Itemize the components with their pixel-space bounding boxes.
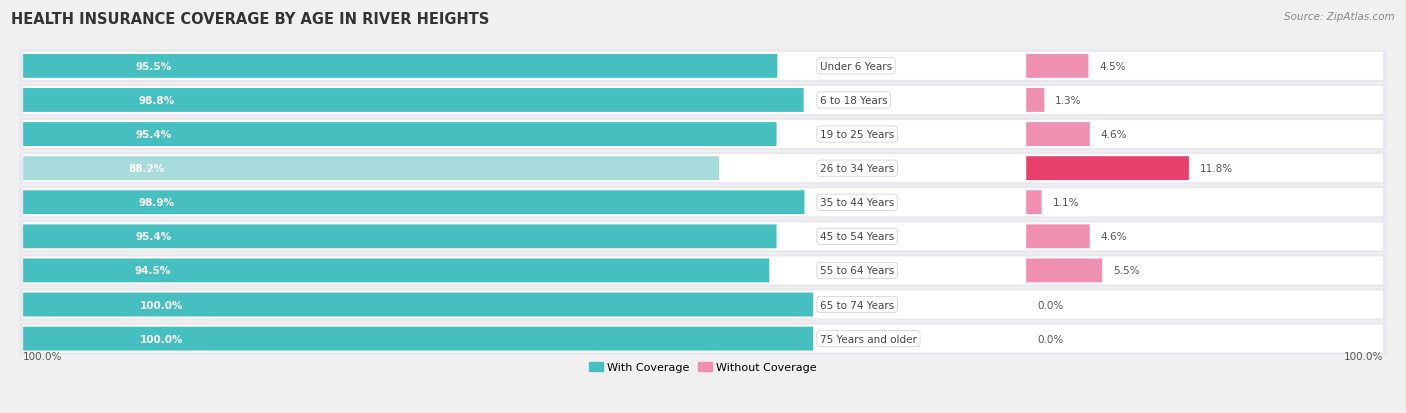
Text: 0.0%: 0.0% — [1038, 334, 1063, 344]
FancyBboxPatch shape — [22, 225, 776, 249]
FancyBboxPatch shape — [1026, 157, 1189, 180]
Text: 95.4%: 95.4% — [135, 232, 172, 242]
Text: 4.6%: 4.6% — [1101, 130, 1128, 140]
Text: 100.0%: 100.0% — [139, 300, 183, 310]
Text: 100.0%: 100.0% — [1343, 351, 1382, 361]
Text: 98.9%: 98.9% — [139, 198, 174, 208]
FancyBboxPatch shape — [22, 327, 813, 351]
FancyBboxPatch shape — [18, 119, 1388, 151]
Text: HEALTH INSURANCE COVERAGE BY AGE IN RIVER HEIGHTS: HEALTH INSURANCE COVERAGE BY AGE IN RIVE… — [11, 12, 489, 27]
Text: 45 to 54 Years: 45 to 54 Years — [820, 232, 894, 242]
FancyBboxPatch shape — [1026, 225, 1090, 249]
FancyBboxPatch shape — [22, 87, 1384, 115]
Text: Source: ZipAtlas.com: Source: ZipAtlas.com — [1284, 12, 1395, 22]
Legend: With Coverage, Without Coverage: With Coverage, Without Coverage — [585, 357, 821, 377]
FancyBboxPatch shape — [18, 50, 1388, 83]
Text: 55 to 64 Years: 55 to 64 Years — [820, 266, 894, 276]
FancyBboxPatch shape — [22, 55, 778, 78]
FancyBboxPatch shape — [18, 152, 1388, 185]
Text: 100.0%: 100.0% — [24, 351, 63, 361]
FancyBboxPatch shape — [22, 191, 804, 215]
Text: Under 6 Years: Under 6 Years — [820, 62, 891, 72]
FancyBboxPatch shape — [22, 157, 718, 180]
FancyBboxPatch shape — [1026, 55, 1088, 78]
FancyBboxPatch shape — [22, 291, 1384, 319]
FancyBboxPatch shape — [1026, 191, 1042, 215]
Text: 26 to 34 Years: 26 to 34 Years — [820, 164, 894, 174]
Text: 11.8%: 11.8% — [1199, 164, 1233, 174]
FancyBboxPatch shape — [22, 155, 1384, 183]
FancyBboxPatch shape — [1026, 89, 1045, 113]
Text: 94.5%: 94.5% — [135, 266, 170, 276]
Text: 4.6%: 4.6% — [1101, 232, 1128, 242]
FancyBboxPatch shape — [22, 189, 1384, 217]
FancyBboxPatch shape — [18, 323, 1388, 355]
FancyBboxPatch shape — [1026, 259, 1102, 282]
FancyBboxPatch shape — [18, 289, 1388, 321]
Text: 19 to 25 Years: 19 to 25 Years — [820, 130, 894, 140]
Text: 1.3%: 1.3% — [1056, 96, 1081, 106]
Text: 0.0%: 0.0% — [1038, 300, 1063, 310]
Text: 88.2%: 88.2% — [128, 164, 165, 174]
FancyBboxPatch shape — [22, 223, 1384, 251]
Text: 35 to 44 Years: 35 to 44 Years — [820, 198, 894, 208]
Text: 1.1%: 1.1% — [1053, 198, 1078, 208]
FancyBboxPatch shape — [22, 121, 1384, 149]
Text: 6 to 18 Years: 6 to 18 Years — [820, 96, 887, 106]
FancyBboxPatch shape — [22, 123, 776, 147]
Text: 5.5%: 5.5% — [1114, 266, 1139, 276]
FancyBboxPatch shape — [22, 257, 1384, 285]
FancyBboxPatch shape — [18, 254, 1388, 287]
FancyBboxPatch shape — [22, 293, 813, 317]
FancyBboxPatch shape — [1026, 123, 1090, 147]
FancyBboxPatch shape — [18, 85, 1388, 117]
FancyBboxPatch shape — [18, 221, 1388, 253]
Text: 100.0%: 100.0% — [139, 334, 183, 344]
Text: 95.5%: 95.5% — [135, 62, 172, 72]
Text: 65 to 74 Years: 65 to 74 Years — [820, 300, 894, 310]
FancyBboxPatch shape — [22, 259, 769, 282]
Text: 98.8%: 98.8% — [139, 96, 174, 106]
FancyBboxPatch shape — [22, 53, 1384, 81]
FancyBboxPatch shape — [18, 187, 1388, 219]
Text: 75 Years and older: 75 Years and older — [820, 334, 917, 344]
Text: 4.5%: 4.5% — [1099, 62, 1126, 72]
FancyBboxPatch shape — [22, 325, 1384, 353]
Text: 95.4%: 95.4% — [135, 130, 172, 140]
FancyBboxPatch shape — [22, 89, 804, 113]
